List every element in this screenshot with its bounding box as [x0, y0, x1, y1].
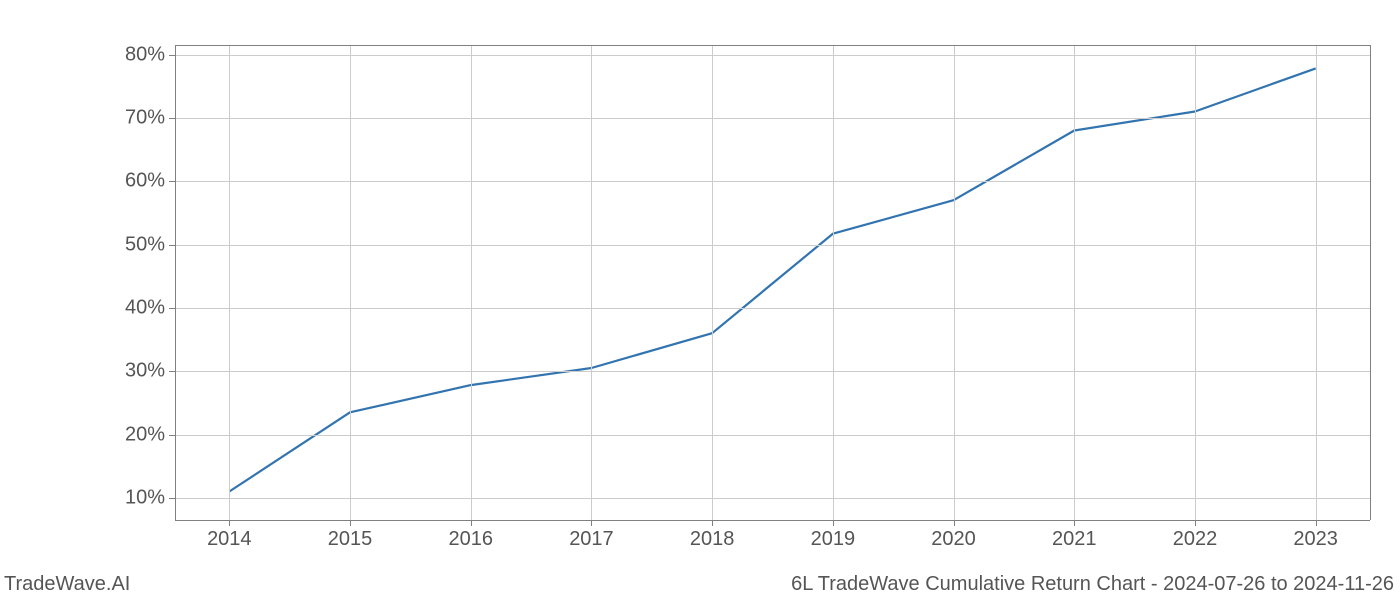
x-tick-label: 2016: [448, 520, 493, 551]
x-tick-label: 2022: [1173, 520, 1218, 551]
grid-line-horizontal: [175, 498, 1370, 499]
x-tick-label: 2019: [811, 520, 856, 551]
x-tick-label: 2020: [931, 520, 976, 551]
y-tick-label: 80%: [125, 43, 175, 66]
y-tick-label: 60%: [125, 170, 175, 193]
x-tick-label: 2021: [1052, 520, 1097, 551]
x-tick-label: 2014: [207, 520, 252, 551]
axis-spine-top: [175, 45, 1370, 46]
grid-line-vertical: [471, 45, 472, 520]
plot-area: 2014201520162017201820192020202120222023…: [175, 45, 1370, 520]
grid-line-horizontal: [175, 55, 1370, 56]
line-series: [175, 45, 1370, 520]
x-tick-label: 2023: [1293, 520, 1338, 551]
y-tick-label: 70%: [125, 106, 175, 129]
x-tick-label: 2018: [690, 520, 735, 551]
chart-container: 2014 2015 2016 2017 2018 2019 2020 2021 2022 2023…: [0, 0, 1400, 600]
grid-line-horizontal: [175, 308, 1370, 309]
grid-line-horizontal: [175, 245, 1370, 246]
grid-line-vertical: [1195, 45, 1196, 520]
x-tick-label: 2015: [328, 520, 373, 551]
grid-line-horizontal: [175, 371, 1370, 372]
axis-spine-right: [1370, 45, 1371, 520]
y-tick-label: 30%: [125, 360, 175, 383]
footer-left-label: TradeWave.AI: [4, 573, 130, 596]
grid-line-vertical: [1316, 45, 1317, 520]
footer-right-label: 6L TradeWave Cumulative Return Chart - 2…: [791, 573, 1394, 596]
axis-spine-bottom: [175, 520, 1370, 521]
grid-line-horizontal: [175, 181, 1370, 182]
grid-line-horizontal: [175, 435, 1370, 436]
grid-line-horizontal: [175, 118, 1370, 119]
x-tick-label: 2017: [569, 520, 614, 551]
grid-line-vertical: [229, 45, 230, 520]
grid-line-vertical: [954, 45, 955, 520]
y-tick-label: 40%: [125, 296, 175, 319]
grid-line-vertical: [833, 45, 834, 520]
grid-line-vertical: [712, 45, 713, 520]
axis-spine-left: [175, 45, 176, 520]
y-tick-label: 20%: [125, 423, 175, 446]
grid-line-vertical: [591, 45, 592, 520]
cumulative-return-line: [229, 68, 1315, 491]
y-tick-label: 10%: [125, 486, 175, 509]
grid-line-vertical: [350, 45, 351, 520]
y-tick-label: 50%: [125, 233, 175, 256]
grid-line-vertical: [1074, 45, 1075, 520]
